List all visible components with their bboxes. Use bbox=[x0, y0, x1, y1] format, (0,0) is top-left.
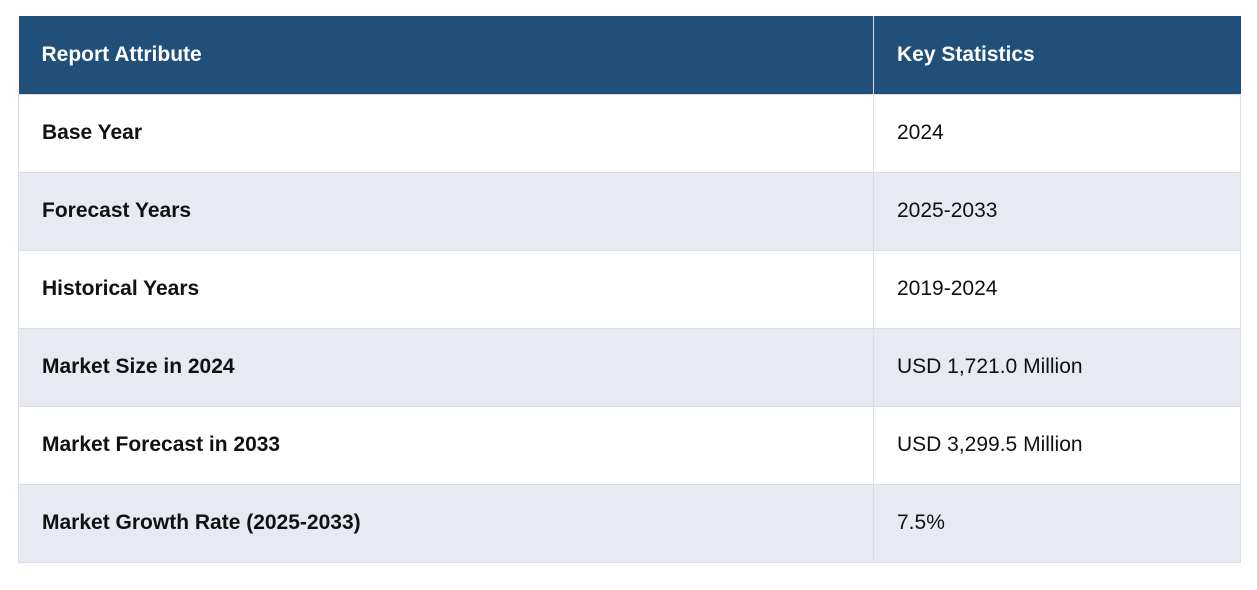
report-table-container: Report Attribute Key Statistics Base Yea… bbox=[18, 16, 1241, 563]
row-value: 2024 bbox=[873, 93, 1241, 173]
table-row: Historical Years 2019-2024 bbox=[18, 249, 1241, 329]
header-row: Report Attribute Key Statistics bbox=[18, 16, 1241, 94]
header-key-statistics: Key Statistics bbox=[873, 16, 1241, 94]
table-row: Forecast Years 2025-2033 bbox=[18, 171, 1241, 251]
row-value: 7.5% bbox=[873, 483, 1241, 563]
table-body: Base Year 2024 Forecast Years 2025-2033 … bbox=[18, 93, 1241, 563]
table-row: Base Year 2024 bbox=[18, 93, 1241, 173]
table-row: Market Forecast in 2033 USD 3,299.5 Mill… bbox=[18, 405, 1241, 485]
report-attributes-table: Report Attribute Key Statistics Base Yea… bbox=[18, 16, 1241, 563]
table-row: Market Size in 2024 USD 1,721.0 Million bbox=[18, 327, 1241, 407]
row-attribute: Base Year bbox=[18, 93, 874, 173]
row-value: USD 3,299.5 Million bbox=[873, 405, 1241, 485]
row-attribute: Market Size in 2024 bbox=[18, 327, 874, 407]
row-attribute: Market Growth Rate (2025-2033) bbox=[18, 483, 874, 563]
row-attribute: Market Forecast in 2033 bbox=[18, 405, 874, 485]
row-attribute: Historical Years bbox=[18, 249, 874, 329]
header-report-attribute: Report Attribute bbox=[18, 16, 874, 94]
row-value: 2025-2033 bbox=[873, 171, 1241, 251]
table-header: Report Attribute Key Statistics bbox=[18, 16, 1241, 94]
row-value: USD 1,721.0 Million bbox=[873, 327, 1241, 407]
row-attribute: Forecast Years bbox=[18, 171, 874, 251]
row-value: 2019-2024 bbox=[873, 249, 1241, 329]
table-row: Market Growth Rate (2025-2033) 7.5% bbox=[18, 483, 1241, 563]
